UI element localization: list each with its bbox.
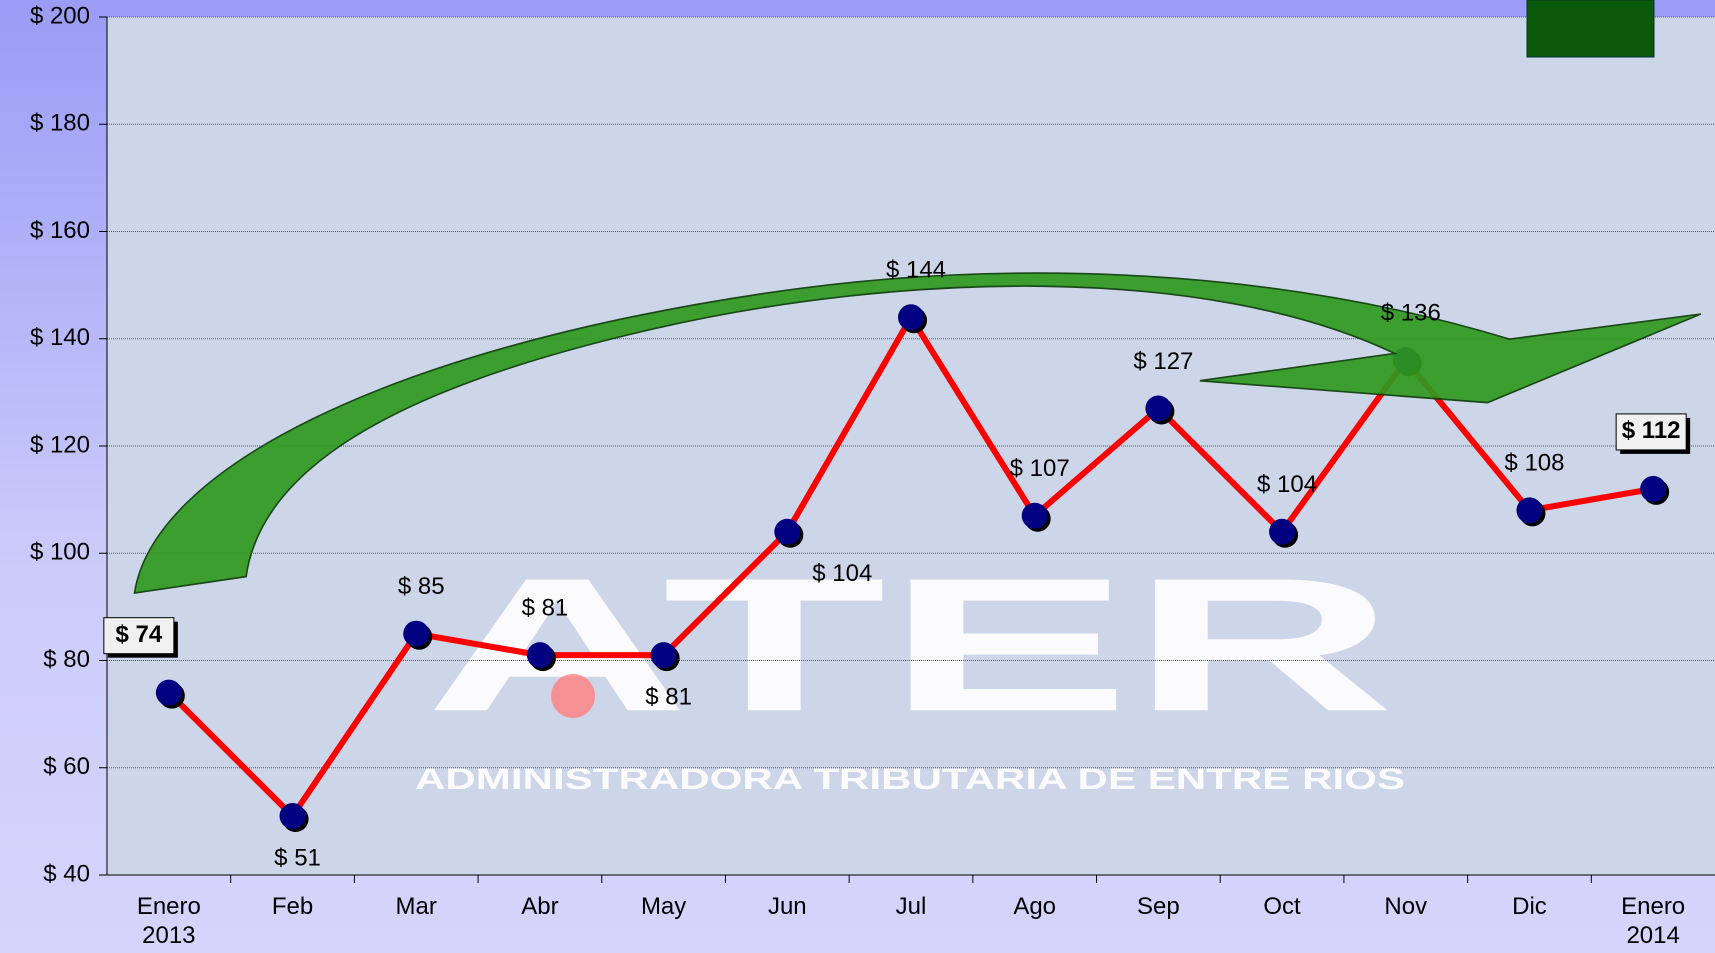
page: {"chart_data": { "type": "line", "catego… — [0, 0, 1715, 953]
x-tick-label: Mar — [371, 892, 461, 921]
x-tick-label: Feb — [248, 892, 338, 921]
y-tick-label: $ 120 — [30, 431, 90, 458]
value-label: $ 112 — [1622, 417, 1681, 444]
watermark: ATER — [425, 539, 1395, 751]
value-label: $ 104 — [812, 560, 872, 587]
value-label: $ 107 — [1010, 455, 1070, 482]
x-tick-label: Abr — [495, 892, 585, 921]
marker — [1022, 503, 1048, 529]
x-tick-label: May — [619, 892, 709, 921]
logo-dot — [551, 674, 595, 718]
y-tick-label: $ 180 — [30, 110, 90, 137]
y-tick-label: $ 60 — [43, 753, 90, 780]
y-tick-label: $ 100 — [30, 539, 90, 566]
y-tick-label: $ 140 — [30, 324, 90, 351]
value-label: $ 136 — [1381, 300, 1441, 327]
marker — [403, 621, 429, 647]
value-label: $ 81 — [522, 594, 569, 621]
value-label: $ 104 — [1257, 471, 1317, 498]
marker — [156, 680, 182, 706]
y-tick-label: $ 40 — [43, 860, 90, 887]
marker — [898, 304, 924, 330]
value-label: $ 51 — [274, 844, 321, 871]
value-label: $ 85 — [398, 573, 445, 600]
marker — [1516, 497, 1542, 523]
x-tick-label: Nov — [1361, 892, 1451, 921]
y-tick-label: $ 80 — [43, 646, 90, 673]
value-label: $ 127 — [1133, 348, 1193, 375]
chart: ATER ADMINISTRADORA TRIBUTARIA DE ENTRE … — [0, 0, 1715, 953]
marker — [774, 519, 800, 545]
y-tick-label: $ 200 — [30, 2, 90, 29]
x-tick-label: Ago — [990, 892, 1080, 921]
marker — [527, 642, 553, 668]
marker — [1145, 395, 1171, 421]
marker — [280, 803, 306, 829]
value-label: $ 144 — [886, 257, 946, 284]
value-label: $ 108 — [1504, 450, 1564, 477]
x-tick-label: Enero 2014 — [1608, 892, 1698, 950]
x-tick-label: Dic — [1484, 892, 1574, 921]
x-tick-label: Jul — [866, 892, 956, 921]
marker — [1269, 519, 1295, 545]
x-tick-label: Oct — [1237, 892, 1327, 921]
value-label: $ 81 — [645, 683, 692, 710]
x-tick-label: Sep — [1113, 892, 1203, 921]
x-tick-label: Jun — [742, 892, 832, 921]
marker — [651, 642, 677, 668]
y-tick-label: $ 160 — [30, 217, 90, 244]
green-box — [1527, 0, 1654, 57]
x-tick-label: Enero 2013 — [124, 892, 214, 950]
value-label: $ 74 — [115, 621, 162, 648]
marker — [1640, 476, 1666, 502]
